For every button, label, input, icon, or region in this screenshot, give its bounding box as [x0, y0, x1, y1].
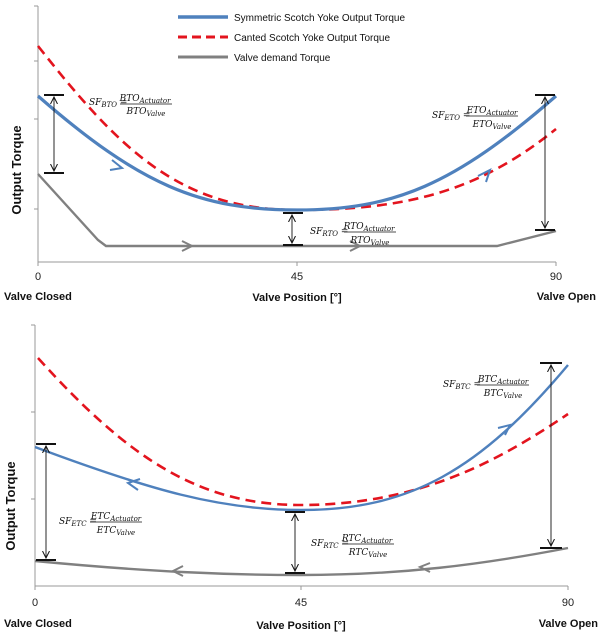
bottom-x-tick-label-90: 90 — [562, 597, 574, 609]
svg-text:ETCValve: ETCValve — [96, 526, 135, 537]
bottom-bracket-rtc — [285, 511, 305, 574]
top-bracket-bto — [44, 94, 64, 174]
top-formula-eto: SFETO = ETOActuator ETOValve — [432, 106, 518, 131]
legend-label-canted: Canted Scotch Yoke Output Torque — [234, 33, 390, 44]
top-chart: 0 45 90 Valve Closed Valve Open Valve Po… — [4, 5, 597, 304]
top-x-tick-label-90: 90 — [550, 271, 562, 283]
legend-label-demand: Valve demand Torque — [234, 53, 331, 64]
svg-text:SFRTO =: SFRTO = — [310, 227, 348, 238]
top-arrow-demand-2 — [349, 240, 363, 252]
top-x-axis-title: Valve Position [°] — [252, 292, 342, 304]
top-y-axis-title: Output Torque — [9, 125, 24, 214]
bottom-arrow-symmetric-left — [125, 478, 141, 491]
svg-text:ETOActuator: ETOActuator — [466, 106, 518, 117]
top-bracket-eto — [535, 94, 555, 231]
bottom-valve-open-label: Valve Open — [539, 618, 599, 630]
bottom-arrow-demand-1 — [170, 565, 184, 577]
top-formula-bto: SFBTO = BTOActuator BTOValve — [89, 94, 172, 118]
bottom-formula-etc: SFETC = ETCActuator ETCValve — [59, 512, 142, 537]
svg-text:RTOActuator: RTOActuator — [343, 222, 395, 233]
bottom-chart: 0 45 90 Valve Closed Valve Open Valve Po… — [3, 324, 599, 632]
bottom-x-tick-label-0: 0 — [32, 597, 38, 609]
top-arrow-symmetric-right — [477, 168, 492, 183]
top-valve-closed-label: Valve Closed — [4, 291, 72, 303]
svg-text:RTCValve: RTCValve — [348, 548, 387, 559]
svg-text:SFBTO =: SFBTO = — [89, 98, 127, 109]
svg-text:SFBTC =: SFBTC = — [443, 380, 481, 391]
svg-text:RTCActuator: RTCActuator — [341, 534, 393, 545]
top-valve-open-label: Valve Open — [537, 291, 597, 303]
svg-text:BTOActuator: BTOActuator — [119, 94, 171, 105]
svg-text:RTOValve: RTOValve — [350, 236, 390, 247]
top-formula-rto: SFRTO = RTOActuator RTOValve — [310, 222, 396, 247]
top-series-symmetric — [36, 94, 558, 212]
top-arrow-symmetric-left — [109, 159, 125, 171]
top-x-tick-label-0: 0 — [35, 271, 41, 283]
svg-text:SFETO =: SFETO = — [432, 111, 470, 122]
svg-text:BTOValve: BTOValve — [126, 107, 166, 118]
bottom-x-tick-label-45: 45 — [295, 597, 307, 609]
legend-label-symmetric: Symmetric Scotch Yoke Output Torque — [234, 13, 405, 24]
top-series-demand — [37, 173, 557, 248]
bottom-bracket-etc — [36, 443, 56, 561]
bottom-formula-btc: SFBTC = BTCActuator BTCValve — [443, 375, 529, 400]
bottom-arrow-demand-2 — [417, 562, 431, 573]
top-x-tick-label-45: 45 — [291, 271, 303, 283]
bottom-y-axis-title: Output Torque — [3, 461, 18, 550]
bottom-series-demand — [34, 546, 569, 577]
svg-text:BTCValve: BTCValve — [483, 389, 522, 400]
top-bracket-rto — [283, 212, 303, 246]
svg-text:ETOValve: ETOValve — [472, 120, 512, 131]
svg-text:ETCActuator: ETCActuator — [90, 512, 142, 523]
bottom-series-canted — [37, 357, 569, 507]
bottom-arrow-symmetric-right — [497, 423, 512, 436]
bottom-series-symmetric — [34, 364, 569, 512]
top-arrow-demand-1 — [181, 240, 195, 252]
bottom-valve-closed-label: Valve Closed — [4, 618, 72, 630]
svg-text:BTCActuator: BTCActuator — [477, 375, 529, 386]
bottom-x-axis-title: Valve Position [°] — [256, 620, 346, 632]
legend: Symmetric Scotch Yoke Output Torque Cant… — [178, 13, 405, 64]
bottom-formula-rtc: SFRTC = RTCActuator RTCValve — [311, 534, 394, 559]
bottom-bracket-btc — [540, 362, 562, 549]
